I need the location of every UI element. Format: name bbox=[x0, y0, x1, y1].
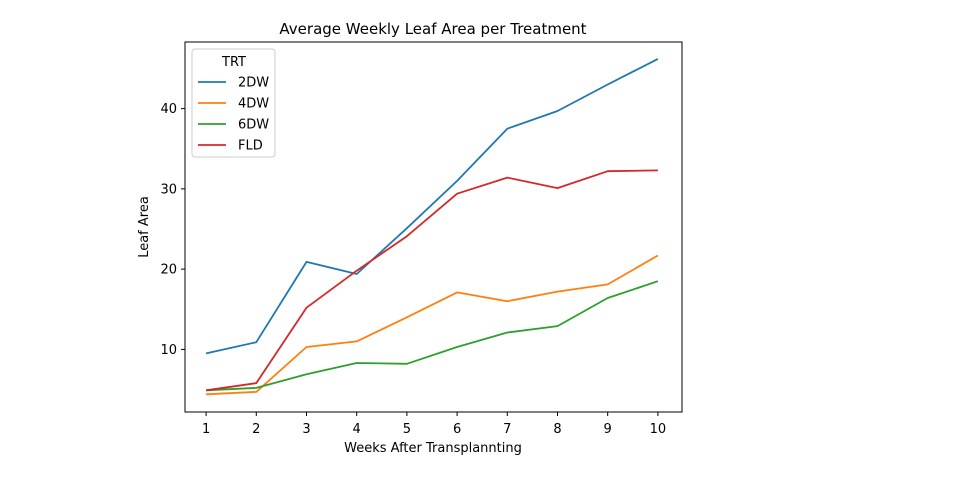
y-tick-label: 10 bbox=[160, 343, 177, 358]
y-tick-label: 40 bbox=[160, 102, 177, 117]
y-axis-label: Leaf Area bbox=[137, 196, 152, 258]
y-tick-label: 30 bbox=[160, 182, 177, 197]
chart-title: Average Weekly Leaf Area per Treatment bbox=[279, 20, 586, 38]
series-line-4dw bbox=[206, 254, 659, 396]
legend-label-fld: FLD bbox=[238, 139, 263, 154]
x-tick-label: 10 bbox=[650, 422, 667, 437]
plot-area: 1 2 3 4 5 6 7 8 9 10 10 20 30 40 bbox=[160, 41, 683, 437]
legend-label-2dw: 2DW bbox=[238, 76, 269, 91]
legend-label-6dw: 6DW bbox=[238, 118, 269, 133]
legend-box bbox=[191, 48, 276, 158]
legend-label-4dw: 4DW bbox=[238, 97, 269, 112]
plot-frame bbox=[184, 41, 683, 413]
x-axis-label: Weeks After Transplannting bbox=[344, 441, 522, 456]
series-line-fld bbox=[205, 169, 658, 392]
x-tick-label: 9 bbox=[604, 422, 612, 437]
x-tick-label: 7 bbox=[503, 422, 511, 437]
legend: TRT 2DW 4DW 6DW FLD bbox=[191, 48, 276, 158]
x-tick-label: 4 bbox=[353, 422, 361, 437]
series-line-6dw bbox=[206, 280, 659, 392]
x-tick-label: 3 bbox=[302, 422, 310, 437]
series-line-2dw bbox=[205, 58, 659, 355]
x-tick-label: 1 bbox=[202, 422, 210, 437]
x-tick-label: 6 bbox=[453, 422, 461, 437]
x-tick-label: 5 bbox=[403, 422, 411, 437]
x-tick-label: 8 bbox=[553, 422, 561, 437]
y-tick-label: 20 bbox=[160, 263, 177, 278]
legend-title: TRT bbox=[221, 55, 246, 70]
x-tick-label: 2 bbox=[252, 422, 260, 437]
